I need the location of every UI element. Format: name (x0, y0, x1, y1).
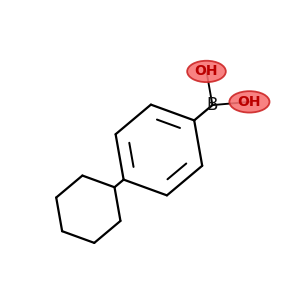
Ellipse shape (230, 91, 269, 112)
Text: OH: OH (238, 95, 261, 109)
Text: B: B (207, 96, 218, 114)
Text: OH: OH (195, 64, 218, 78)
Ellipse shape (187, 61, 226, 82)
